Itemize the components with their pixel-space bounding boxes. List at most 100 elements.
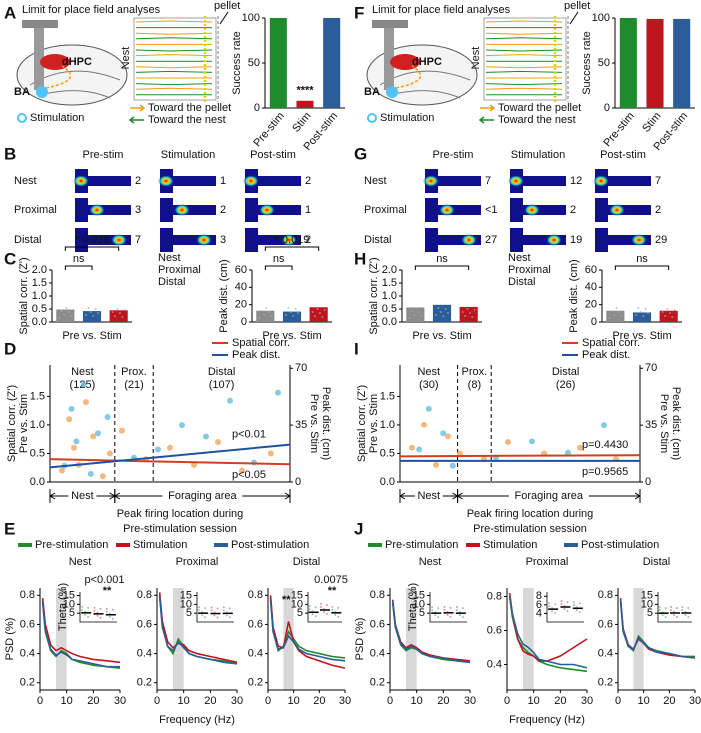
peak-rate: 1 bbox=[305, 204, 311, 216]
y-tick-label: 40 bbox=[585, 281, 597, 293]
row-label: Proximal bbox=[364, 204, 407, 216]
stim-legend: Stimulation bbox=[30, 112, 84, 124]
jitter bbox=[442, 315, 445, 317]
legend-label: Distal bbox=[508, 276, 536, 288]
bracket-label: Nest bbox=[71, 490, 94, 502]
y-tick-label: 0.2 bbox=[137, 677, 152, 689]
jitter bbox=[439, 311, 442, 313]
y-tick-label: 0.4 bbox=[370, 647, 385, 659]
jitter bbox=[311, 311, 314, 313]
point bbox=[445, 433, 451, 440]
y-tick-label: 0.8 bbox=[487, 590, 502, 602]
x-tick-label: 0 bbox=[504, 695, 510, 707]
panel-letter: I bbox=[354, 339, 359, 358]
jitter bbox=[435, 314, 437, 316]
y-tick-label: 60 bbox=[235, 264, 247, 276]
jitter bbox=[468, 312, 471, 314]
y-tick-label: 0.4 bbox=[598, 647, 613, 659]
bar bbox=[296, 100, 314, 108]
peak-rate: 2 bbox=[570, 204, 576, 216]
x-tick-label: Pre-stim bbox=[601, 110, 637, 149]
y-axis-label: Spatial corr. (Z') bbox=[368, 257, 380, 334]
x-axis-label: Frequency (Hz) bbox=[159, 714, 235, 726]
y-tick-label: 2.0 bbox=[382, 264, 397, 276]
y-tick-label: 10 bbox=[641, 598, 653, 610]
arrow-nest bbox=[478, 116, 494, 124]
jitter bbox=[270, 315, 273, 317]
bar bbox=[323, 18, 341, 108]
row-label: Nest bbox=[14, 175, 37, 187]
peak-rate: 7 bbox=[135, 234, 141, 246]
bar bbox=[82, 311, 102, 322]
peak-rate: 1 bbox=[220, 175, 226, 187]
region-label: Nest bbox=[71, 366, 94, 378]
inset-jitter bbox=[84, 613, 87, 616]
y-axis-label: Peak dist. (cm) bbox=[568, 259, 580, 332]
x-axis-label: Frequency (Hz) bbox=[509, 714, 585, 726]
legend-label: Pre-stimulation bbox=[385, 539, 458, 551]
y-tick-label: 20 bbox=[235, 299, 247, 311]
map-corridor bbox=[436, 176, 481, 186]
inset-axis bbox=[79, 592, 117, 623]
legend-label: Stimulation bbox=[133, 539, 187, 551]
x-tick-label: 0 bbox=[387, 695, 393, 707]
jitter bbox=[287, 307, 290, 309]
p-value: p<0.01 bbox=[232, 429, 266, 441]
y-tick-label: 10 bbox=[413, 598, 425, 610]
inset-jitter bbox=[87, 615, 90, 618]
y-tick-label: 0 bbox=[645, 476, 651, 488]
axis bbox=[399, 365, 641, 483]
inset-jitter bbox=[458, 614, 461, 617]
y-tick-label: 0.8 bbox=[598, 589, 613, 601]
psd-line bbox=[508, 592, 588, 662]
jitter bbox=[111, 311, 114, 313]
probe bbox=[34, 28, 44, 90]
pellet-label: pellet bbox=[564, 0, 590, 12]
y-tick-label: 0 bbox=[591, 316, 597, 328]
inset-jitter bbox=[337, 606, 340, 609]
column-header: Post-stim bbox=[600, 149, 646, 161]
inset-annotation: ** bbox=[328, 585, 337, 597]
subplot-title: Distal bbox=[643, 556, 671, 568]
y-tick-label: 0.5 bbox=[30, 447, 45, 459]
trajectory bbox=[485, 66, 563, 69]
nest-label: Nest bbox=[120, 47, 132, 70]
limit-label: Limit for place field analyses bbox=[372, 4, 511, 16]
panel-letter: H bbox=[354, 249, 366, 268]
region-label: BA bbox=[364, 86, 380, 98]
jitter bbox=[417, 311, 420, 313]
map-hotspot bbox=[439, 204, 455, 216]
bar bbox=[659, 310, 678, 322]
inset-jitter bbox=[681, 609, 684, 611]
jitter bbox=[97, 312, 99, 314]
row-label: Distal bbox=[14, 234, 42, 246]
legend-label: Post-stimulation bbox=[231, 539, 309, 551]
x-tick-label: 0 bbox=[37, 695, 43, 707]
bracket bbox=[414, 265, 470, 270]
trajectory bbox=[135, 49, 213, 52]
map-corridor bbox=[256, 205, 301, 215]
y-tick-label: 0 bbox=[254, 102, 260, 114]
y2-axis-label: Peak dist. (cm) bbox=[320, 387, 332, 460]
theta-band bbox=[406, 588, 417, 690]
inset-jitter bbox=[681, 606, 684, 608]
y-tick-label: 0 bbox=[295, 476, 301, 488]
inset-jitter bbox=[437, 607, 440, 610]
map-hotspot bbox=[158, 175, 174, 187]
row-label: Distal bbox=[364, 234, 392, 246]
map-hotspot bbox=[73, 175, 89, 187]
map-corridor bbox=[606, 176, 651, 186]
subplot-title: Distal bbox=[293, 556, 321, 568]
bar bbox=[632, 312, 652, 322]
y-tick-label: 1.0 bbox=[32, 290, 47, 302]
x-tick-label: 10 bbox=[528, 695, 540, 707]
x-tick-label: 30 bbox=[689, 695, 701, 707]
inset-jitter bbox=[563, 608, 566, 610]
column-header: Pre-stim bbox=[433, 149, 474, 161]
region-label: BA bbox=[14, 86, 30, 98]
jitter bbox=[671, 316, 674, 318]
y-tick-label: 0.4 bbox=[487, 658, 502, 670]
inset-axis bbox=[657, 592, 692, 623]
map-corridor bbox=[521, 176, 566, 186]
